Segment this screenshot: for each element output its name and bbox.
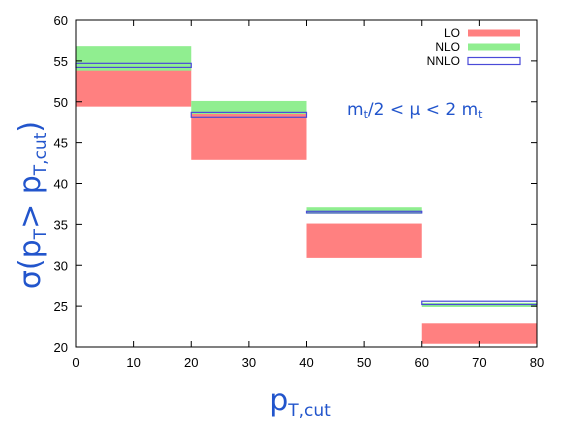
- x-tick-label: 0: [72, 355, 79, 370]
- axis-ticks: 0 10 20 30 40 50 60 70 80 20 25 30 35 40 45 50 55 60: [54, 13, 545, 370]
- x-tick-label: 80: [530, 355, 544, 370]
- y-axis-label: σ(pT> pT,cut): [13, 121, 51, 289]
- x-tick-label: 10: [126, 355, 140, 370]
- y-tick-label: 45: [54, 136, 68, 151]
- y-tick-label: 60: [54, 13, 68, 28]
- x-tick-label: 20: [184, 355, 198, 370]
- band-lo-bin-2: [306, 223, 422, 258]
- band-nlo-bin-1: [191, 100, 307, 115]
- legend-swatch-nnlo: [467, 56, 521, 66]
- y-tick-label: 20: [54, 340, 68, 355]
- y-tick-label: 30: [54, 258, 68, 273]
- legend-label-lo: LO: [444, 26, 460, 40]
- x-tick-label: 40: [299, 355, 313, 370]
- y-tick-label: 50: [54, 95, 68, 110]
- band-nnlo-bin-1: [190, 111, 308, 118]
- y-tick-label: 35: [54, 217, 68, 232]
- plot-area: [75, 46, 538, 344]
- band-nnlo-bin-2: [305, 210, 423, 214]
- legend-swatch-lo: [468, 29, 520, 37]
- legend-swatch-nlo: [468, 43, 520, 51]
- x-tick-label: 30: [242, 355, 256, 370]
- y-tick-label: 55: [54, 54, 68, 69]
- legend-label-nlo: NLO: [435, 40, 460, 54]
- band-lo-bin-1: [191, 114, 307, 160]
- x-axis-label: pT,cut: [269, 383, 331, 421]
- x-tick-label: 70: [472, 355, 486, 370]
- band-nlo-bin-2: [306, 207, 422, 214]
- band-lo-bin-3: [421, 323, 537, 344]
- x-tick-label: 60: [415, 355, 429, 370]
- y-tick-label: 40: [54, 177, 68, 192]
- band-lo-bin-0: [76, 66, 192, 107]
- y-tick-label: 25: [54, 299, 68, 314]
- band-nnlo-bin-3: [421, 300, 538, 306]
- legend-label-nnlo: NNLO: [427, 54, 460, 68]
- annotation-scale-range: mt/2 < μ < 2 mt: [347, 100, 483, 121]
- x-tick-label: 50: [357, 355, 371, 370]
- band-nlo-bin-0: [76, 46, 192, 71]
